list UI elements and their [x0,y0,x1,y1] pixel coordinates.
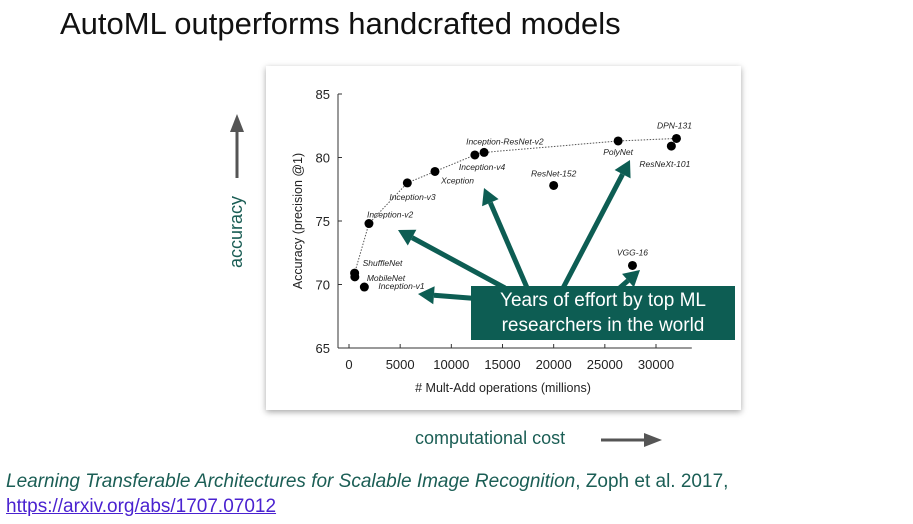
data-point [627,260,637,270]
x-tick-label: 10000 [433,357,469,372]
callout-arrowhead-icon [622,270,640,288]
y-tick-label: 85 [316,87,330,102]
callout-line-1: Years of effort by top ML [500,290,706,311]
callout-line-2: researchers in the world [501,315,705,336]
x-axis-title: # Mult-Add operations (millions) [415,381,591,395]
citation-authors: , Zoph et al. 2017, [575,471,729,492]
x-tick-label: 30000 [638,357,674,372]
callout-arrow [488,201,531,291]
point-label: MobileNet [367,273,406,283]
x-tick-label: 15000 [484,357,520,372]
data-point [350,272,360,282]
point-label: VGG-16 [617,247,648,257]
point-label: ResNet-152 [531,168,577,178]
data-point [666,141,676,151]
x-tick-label: 25000 [587,357,623,372]
point-label: ShuffleNet [363,258,403,268]
point-label: Inception-v4 [459,162,506,172]
data-point [364,219,374,229]
data-point [479,147,489,157]
y-axis-title: Accuracy (precision @1) [291,153,305,289]
point-label: PolyNet [603,147,633,157]
data-point [549,180,559,190]
citation-link[interactable]: https://arxiv.org/abs/1707.07012 [6,496,277,517]
point-label: Inception-v3 [389,192,436,202]
callout-arrowhead-icon [398,229,417,246]
callout-arrow [559,173,625,292]
callout-arrow [410,235,507,291]
point-label: ResNeXt-101 [639,159,690,169]
y-tick-label: 65 [316,341,330,356]
y-tick-label: 70 [316,278,330,293]
y-side-label: accuracy [226,195,246,268]
data-point [671,133,681,143]
slide-title: AutoML outperforms handcrafted models [60,6,621,41]
point-label: Inception-v1 [378,281,425,291]
callout-arrowhead-icon [418,286,435,305]
callout-arrows [398,160,640,305]
citation: Learning Transferable Architectures for … [6,469,728,519]
x-tick-label: 5000 [386,357,415,372]
x-side-label: computational cost [415,428,566,448]
data-point [470,150,480,160]
data-point [613,136,623,146]
callout-arrowhead-icon [614,160,631,179]
y-side-arrow-icon [230,114,244,178]
x-tick-label: 0 [345,357,352,372]
data-point [402,178,412,188]
x-tick-label: 20000 [536,357,572,372]
point-label: Inception-ResNet-v2 [466,136,544,146]
citation-title: Learning Transferable Architectures for … [6,471,576,492]
callout-arrowhead-icon [482,188,499,207]
x-side-arrow-icon [601,433,662,447]
point-label: Inception-v2 [367,210,414,220]
callout-box: Years of effort by top ML researchers in… [471,286,735,340]
point-label: DPN-131 [657,120,692,130]
y-tick-label: 80 [316,151,330,166]
data-point [430,166,440,176]
y-tick-label: 75 [316,214,330,229]
chart-axes: 65 70 75 80 85 0 5000 10000 15000 20000 25000 30000… [291,87,692,395]
point-label: Xception [440,175,474,185]
data-point [359,282,369,292]
